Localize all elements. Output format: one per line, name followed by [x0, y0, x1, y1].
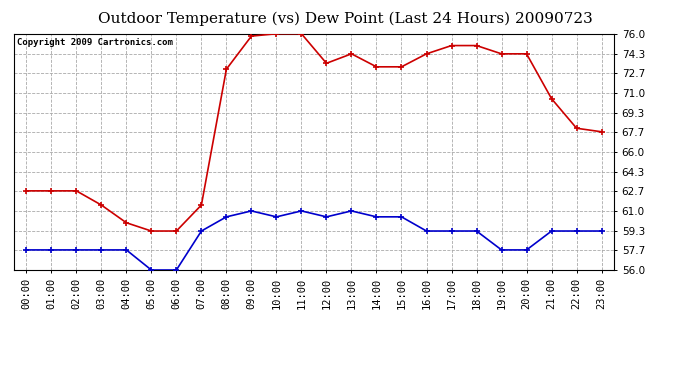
Text: Copyright 2009 Cartronics.com: Copyright 2009 Cartronics.com: [17, 39, 172, 48]
Text: Outdoor Temperature (vs) Dew Point (Last 24 Hours) 20090723: Outdoor Temperature (vs) Dew Point (Last…: [97, 11, 593, 26]
